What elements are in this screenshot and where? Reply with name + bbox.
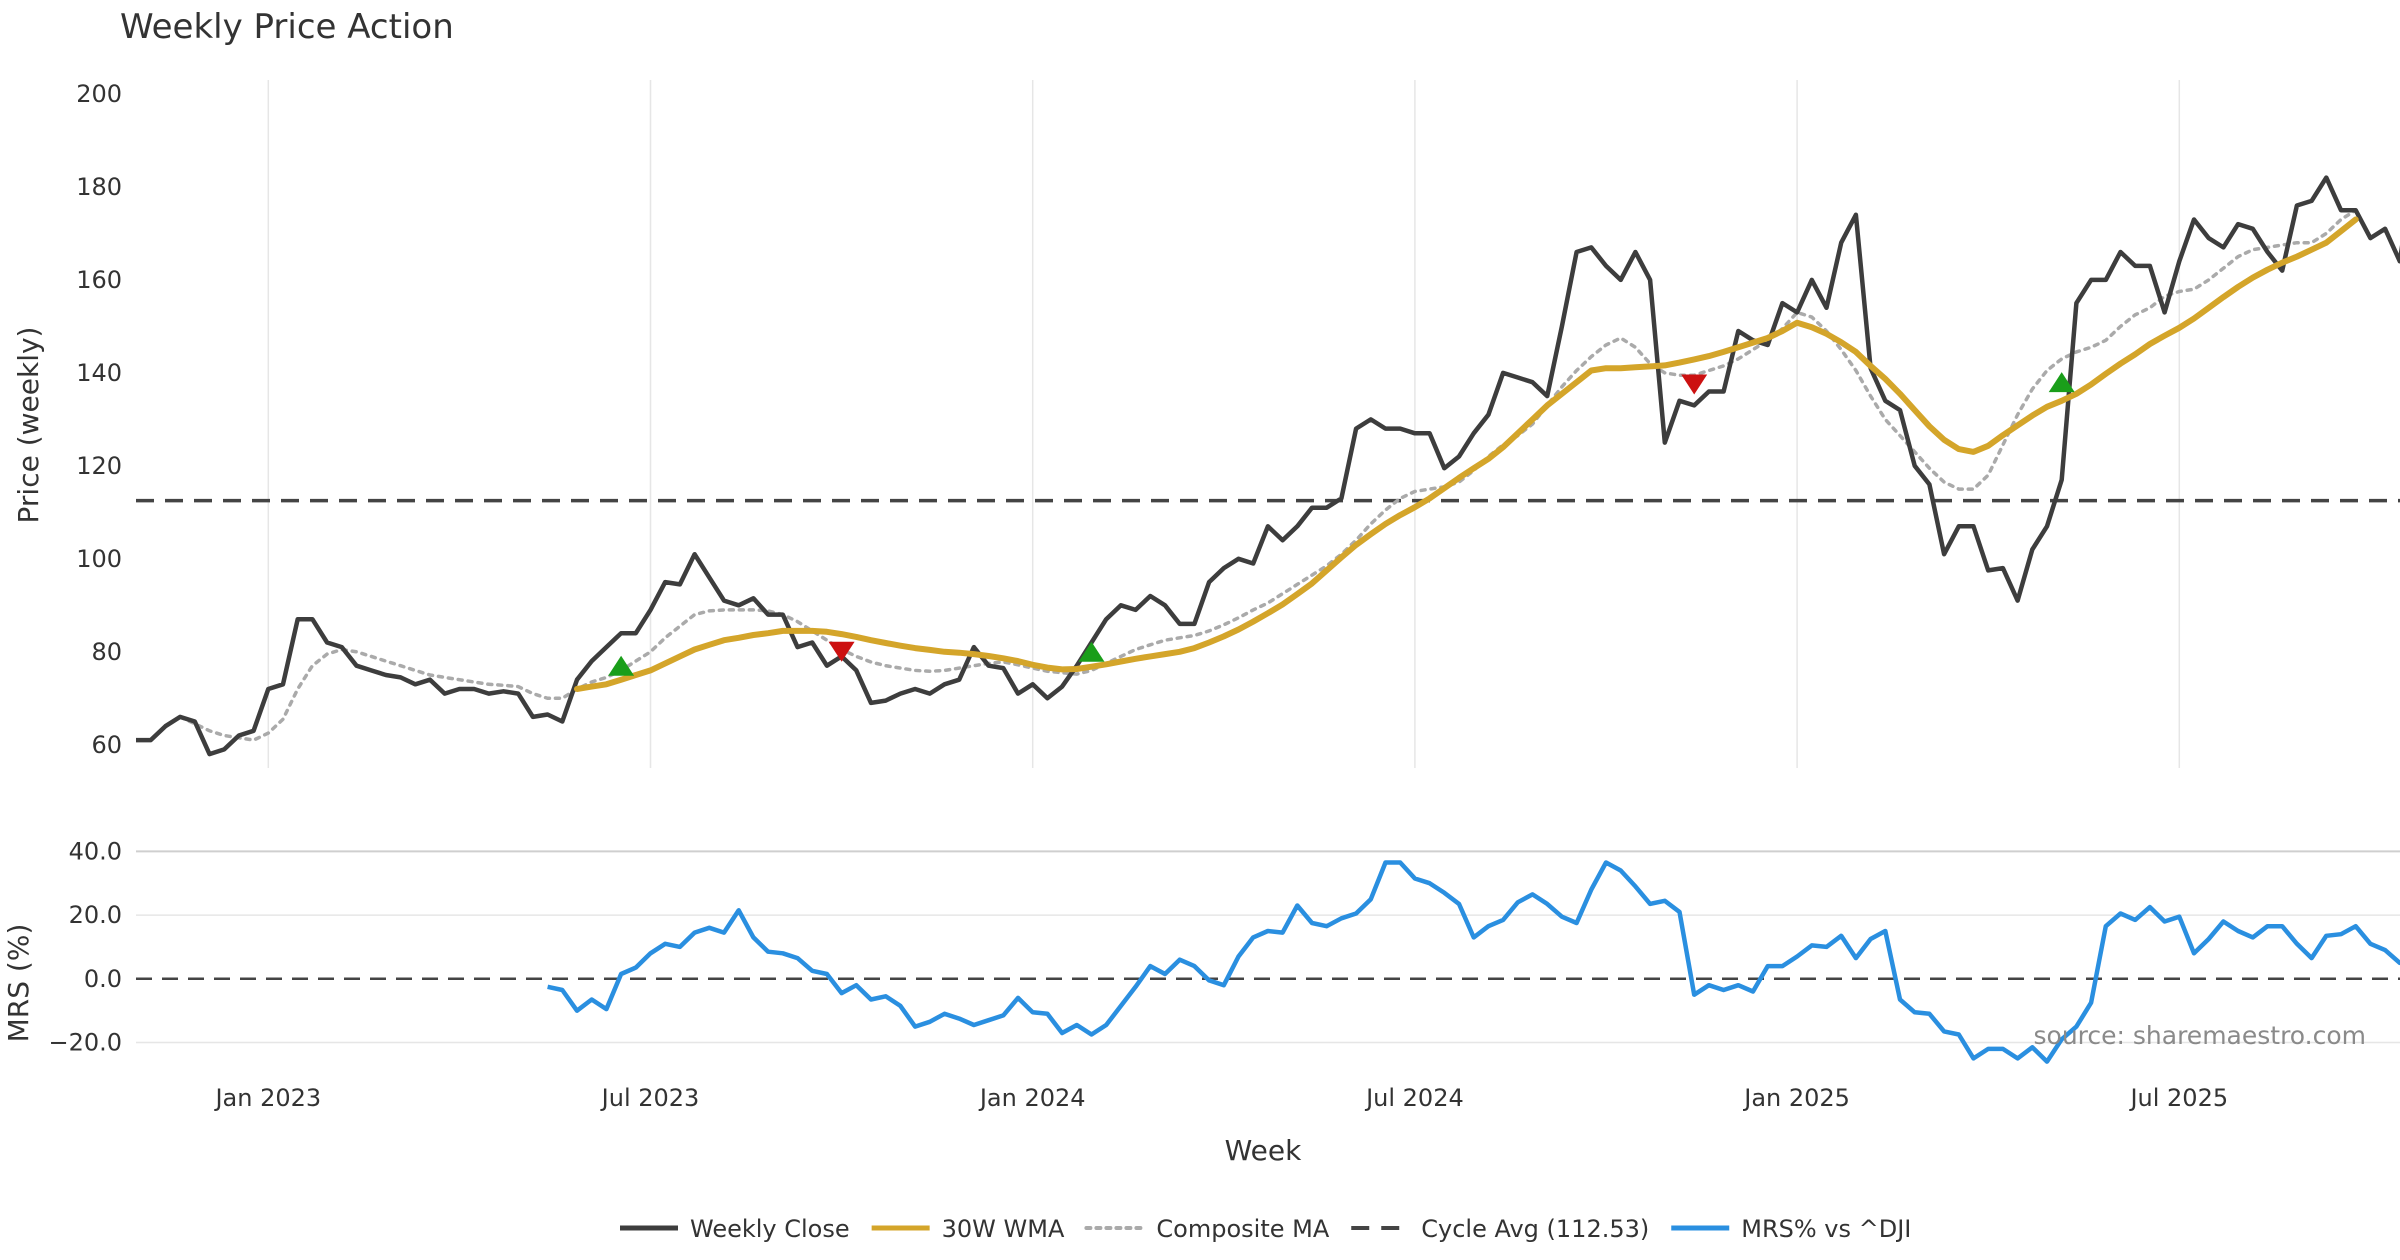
price-y-tick-label: 120 bbox=[76, 452, 122, 480]
series-layer bbox=[136, 175, 2400, 1064]
legend-label: Weekly Close bbox=[690, 1215, 850, 1243]
price-y-tick-label: 200 bbox=[76, 80, 122, 108]
price-y-tick-label: 60 bbox=[91, 731, 122, 759]
price-y-tick-label: 140 bbox=[76, 359, 122, 387]
legend-label: MRS% vs ^DJI bbox=[1741, 1215, 1911, 1243]
wma30-line bbox=[574, 216, 2359, 692]
buy-signal-marker bbox=[608, 655, 635, 676]
x-tick-label: Jul 2023 bbox=[600, 1084, 700, 1112]
price-y-ticks: 60 80 100 120 140 160 180 200 bbox=[76, 80, 122, 759]
x-tick-label: Jan 2023 bbox=[213, 1084, 321, 1112]
sell-signal-marker bbox=[1681, 374, 1708, 395]
weekly-close-line bbox=[136, 175, 2400, 757]
buy-signal-marker bbox=[1078, 641, 1105, 662]
price-y-tick-label: 100 bbox=[76, 545, 122, 573]
mrs-y-tick-label: 20.0 bbox=[69, 901, 122, 929]
x-tick-label: Jul 2024 bbox=[1364, 1084, 1464, 1112]
mrs-y-ticks: −20.0 0.0 20.0 40.0 bbox=[48, 837, 122, 1056]
legend-item: Composite MA bbox=[1084, 1215, 1330, 1243]
buy-signal-marker bbox=[2048, 372, 2075, 393]
legend-item: MRS% vs ^DJI bbox=[1671, 1215, 1911, 1243]
composite-ma-line bbox=[178, 208, 2358, 742]
signal-markers bbox=[608, 372, 2075, 676]
price-gridlines bbox=[267, 80, 2181, 768]
x-axis-title: Week bbox=[1225, 1134, 1302, 1167]
legend-label: 30W WMA bbox=[942, 1215, 1065, 1243]
x-tick-label: Jan 2025 bbox=[1742, 1084, 1850, 1112]
x-ticks: Jan 2023 Jul 2023 Jan 2024 Jul 2024 Jan 2025… bbox=[213, 1084, 2228, 1112]
x-tick-label: Jan 2024 bbox=[978, 1084, 1086, 1112]
legend-item: Cycle Avg (112.53) bbox=[1351, 1215, 1649, 1243]
mrs-y-tick-label: 40.0 bbox=[69, 837, 122, 865]
price-y-tick-label: 160 bbox=[76, 266, 122, 294]
price-y-axis-title: Price (weekly) bbox=[12, 327, 45, 524]
mrs-y-axis-title: MRS (%) bbox=[2, 924, 35, 1043]
x-tick-label: Jul 2025 bbox=[2128, 1084, 2228, 1112]
legend-item: 30W WMA bbox=[871, 1215, 1065, 1243]
legend: Weekly Close 30W WMA Composite MA Cycle Avg… bbox=[620, 1215, 1911, 1243]
price-y-tick-label: 180 bbox=[76, 173, 122, 201]
mrs-y-tick-label: 0.0 bbox=[84, 965, 122, 993]
mrs-line bbox=[547, 860, 2400, 1064]
mrs-y-tick-label: −20.0 bbox=[48, 1029, 122, 1057]
mrs-gridlines bbox=[136, 850, 2400, 1044]
price-y-tick-label: 80 bbox=[91, 638, 122, 666]
legend-item: Weekly Close bbox=[620, 1215, 850, 1243]
sell-signal-marker bbox=[828, 641, 855, 662]
source-label: source: sharemaestro.com bbox=[2034, 1021, 2367, 1050]
legend-label: Cycle Avg (112.53) bbox=[1421, 1215, 1649, 1243]
legend-label: Composite MA bbox=[1156, 1215, 1329, 1243]
chart-title: Weekly Price Action bbox=[120, 7, 454, 47]
